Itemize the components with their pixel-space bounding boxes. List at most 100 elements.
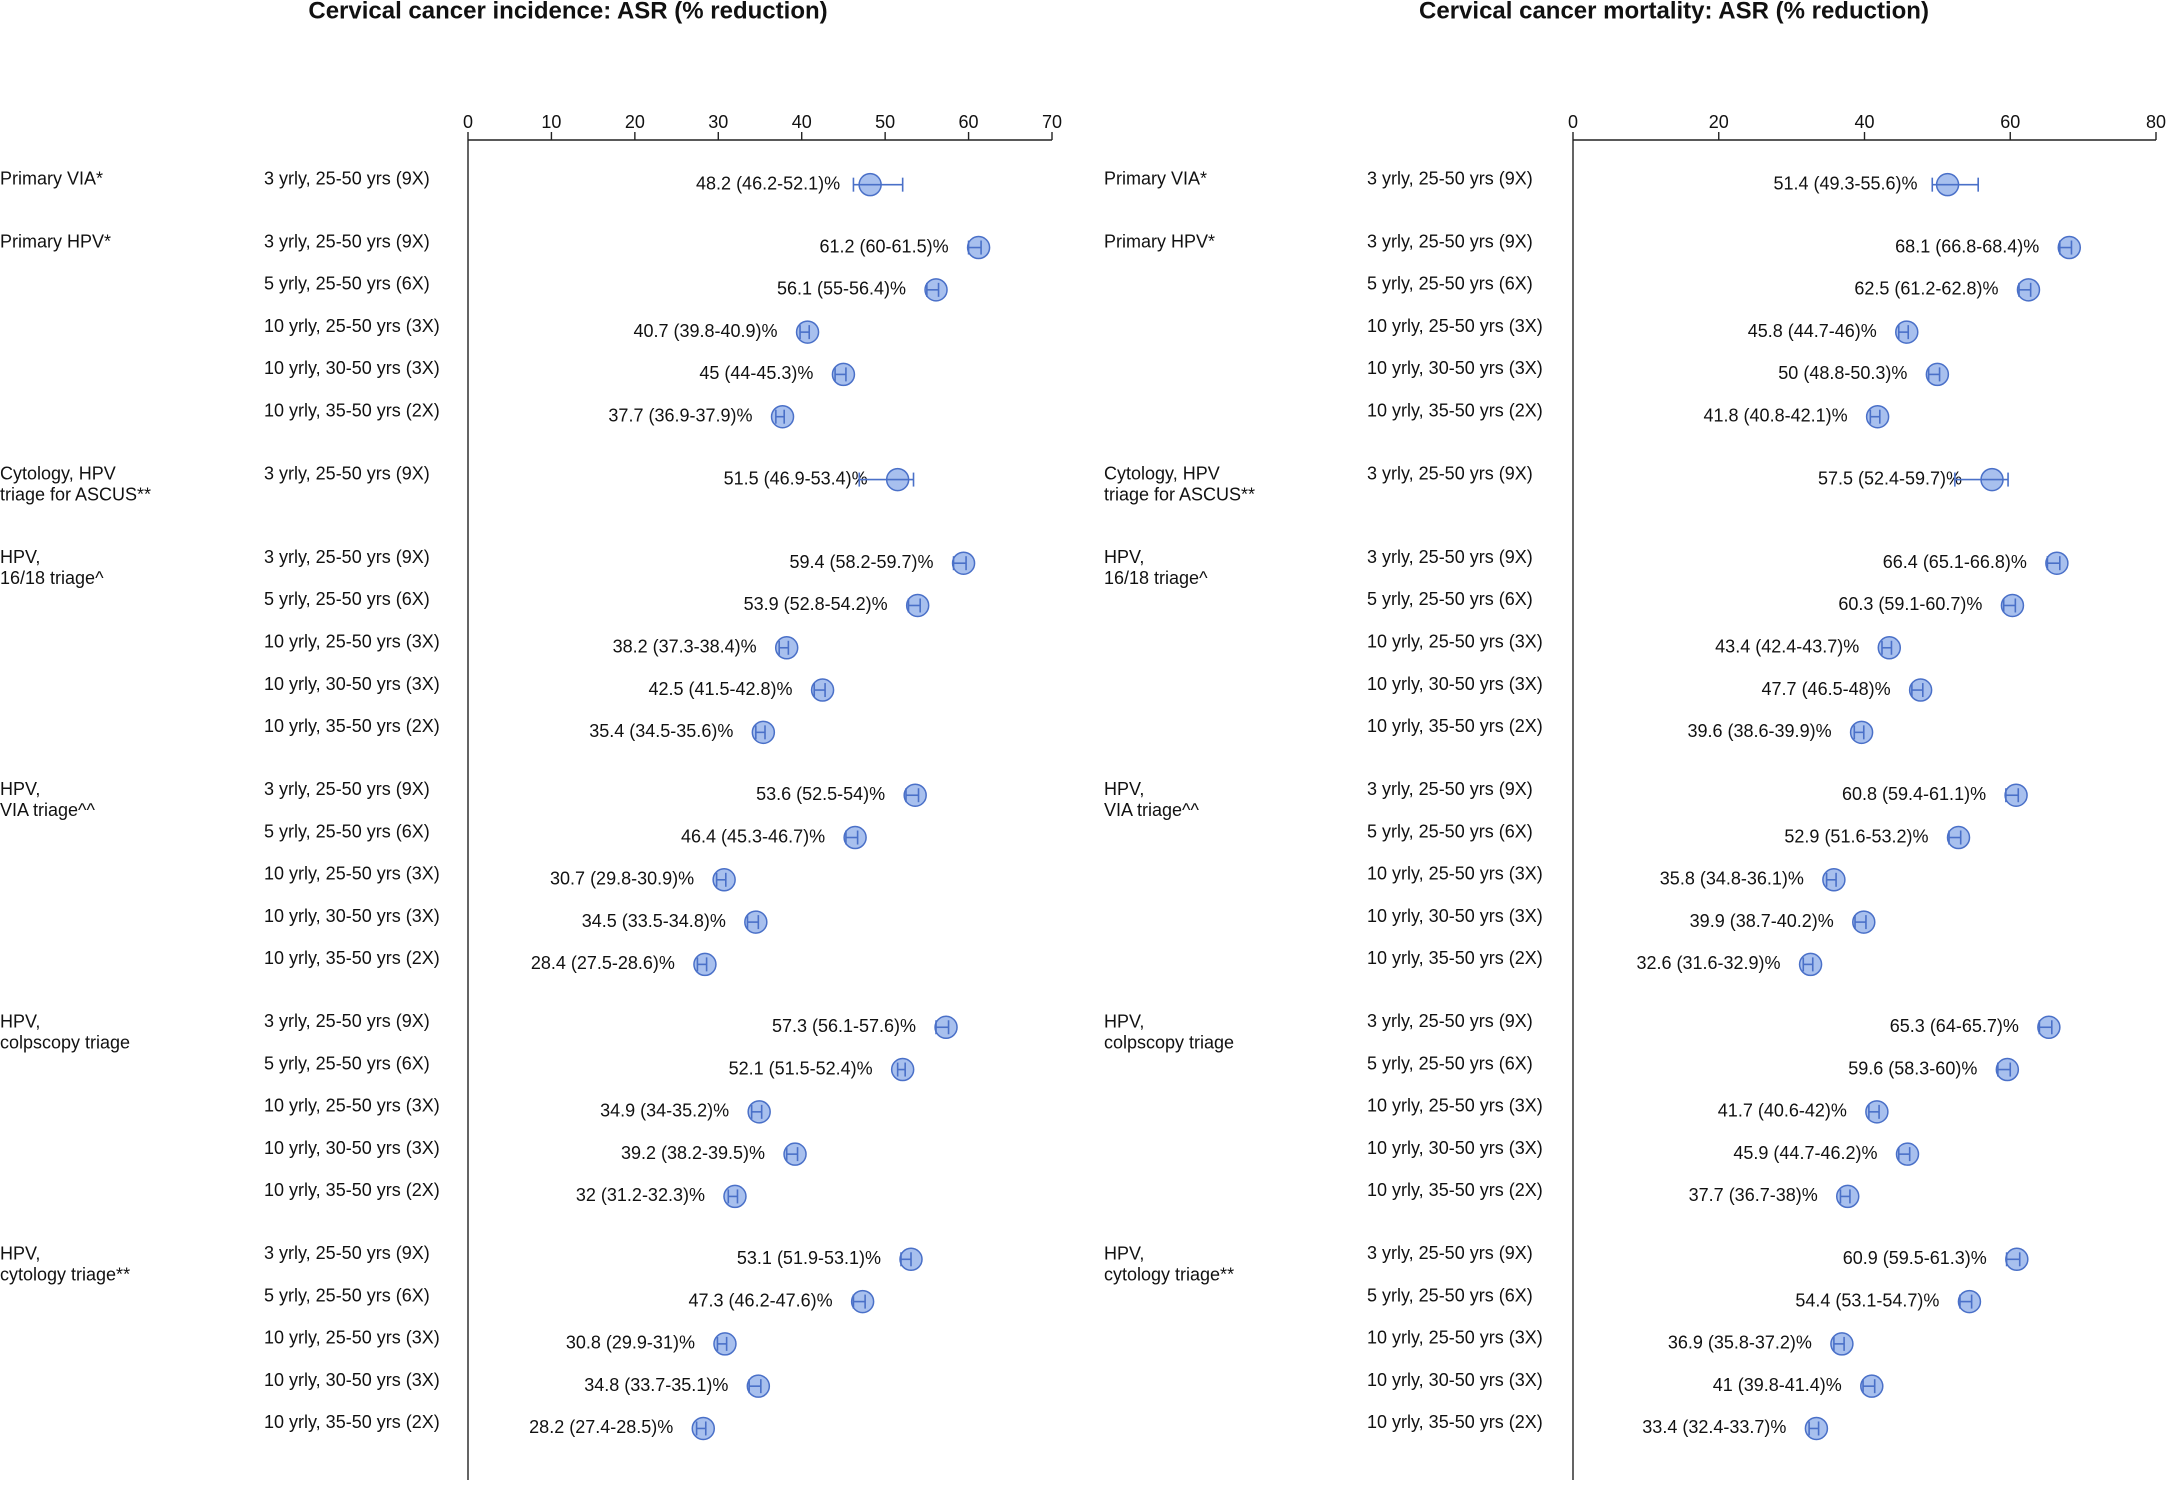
row-label: 10 yrly, 25-50 yrs (3X) — [264, 864, 440, 884]
group-label: Primary HPV* — [0, 231, 111, 251]
row-label: 10 yrly, 25-50 yrs (3X) — [264, 1096, 440, 1116]
value-label: 36.9 (35.8-37.2)% — [1668, 1333, 1812, 1353]
row-label: 3 yrly, 25-50 yrs (9X) — [1367, 547, 1533, 567]
group-label: HPV, VIA triage^^ — [0, 779, 95, 820]
group-label: HPV, cytology triage** — [1104, 1243, 1234, 1284]
group-label: Primary HPV* — [1104, 231, 1215, 251]
row-label: 10 yrly, 25-50 yrs (3X) — [264, 316, 440, 336]
value-label: 33.4 (32.4-33.7)% — [1642, 1417, 1786, 1437]
row-label: 10 yrly, 35-50 yrs (2X) — [264, 948, 440, 968]
row-label: 3 yrly, 25-50 yrs (9X) — [1367, 779, 1533, 799]
row-label: 10 yrly, 30-50 yrs (3X) — [1367, 674, 1543, 694]
value-label: 51.4 (49.3-55.6)% — [1773, 173, 1917, 193]
x-tick-label: 10 — [541, 112, 561, 132]
value-label: 45.8 (44.7-46)% — [1748, 321, 1877, 341]
row-label: 10 yrly, 30-50 yrs (3X) — [264, 1370, 440, 1390]
text-line: HPV, — [1104, 547, 1144, 567]
x-tick-label: 60 — [2000, 112, 2020, 132]
x-tick-label: 80 — [2146, 112, 2166, 132]
row-label: 3 yrly, 25-50 yrs (9X) — [264, 231, 430, 251]
row-label: 10 yrly, 30-50 yrs (3X) — [1367, 1370, 1543, 1390]
value-label: 53.6 (52.5-54)% — [756, 784, 885, 804]
text-line: HPV, — [1104, 779, 1144, 799]
row-label: 3 yrly, 25-50 yrs (9X) — [1367, 463, 1533, 483]
value-label: 53.9 (52.8-54.2)% — [744, 594, 888, 614]
value-label: 35.4 (34.5-35.6)% — [589, 721, 733, 741]
value-label: 30.8 (29.9-31)% — [566, 1333, 695, 1353]
x-tick-label: 40 — [792, 112, 812, 132]
row-label: 3 yrly, 25-50 yrs (9X) — [264, 1011, 430, 1031]
row-label: 10 yrly, 30-50 yrs (3X) — [264, 358, 440, 378]
row-label: 10 yrly, 35-50 yrs (2X) — [264, 716, 440, 736]
text-line: cytology triage** — [1104, 1264, 1234, 1284]
value-label: 62.5 (61.2-62.8)% — [1854, 279, 1998, 299]
group-label: Cytology, HPV triage for ASCUS** — [0, 463, 151, 504]
row-label: 10 yrly, 30-50 yrs (3X) — [264, 906, 440, 926]
row-label: 10 yrly, 30-50 yrs (3X) — [264, 1138, 440, 1158]
value-label: 45 (44-45.3)% — [699, 363, 813, 383]
row-label: 3 yrly, 25-50 yrs (9X) — [264, 547, 430, 567]
value-label: 40.7 (39.8-40.9)% — [633, 321, 777, 341]
group-label: HPV, colpscopy triage — [0, 1011, 130, 1052]
row-label: 10 yrly, 35-50 yrs (2X) — [1367, 1412, 1543, 1432]
value-label: 47.7 (46.5-48)% — [1762, 679, 1891, 699]
chart-title: Cervical cancer incidence: ASR (% reduct… — [308, 0, 827, 24]
value-label: 60.9 (59.5-61.3)% — [1843, 1248, 1987, 1268]
row-label: 10 yrly, 25-50 yrs (3X) — [1367, 1328, 1543, 1348]
group-label: HPV, 16/18 triage^ — [0, 547, 104, 588]
row-label: 10 yrly, 25-50 yrs (3X) — [1367, 1096, 1543, 1116]
row-label: 5 yrly, 25-50 yrs (6X) — [1367, 821, 1533, 841]
x-tick-label: 50 — [875, 112, 895, 132]
row-label: 10 yrly, 25-50 yrs (3X) — [1367, 632, 1543, 652]
value-label: 59.6 (58.3-60)% — [1848, 1058, 1977, 1078]
row-label: 10 yrly, 30-50 yrs (3X) — [264, 674, 440, 694]
value-label: 59.4 (58.2-59.7)% — [789, 552, 933, 572]
row-label: 5 yrly, 25-50 yrs (6X) — [264, 274, 430, 294]
value-label: 47.3 (46.2-47.6)% — [689, 1290, 833, 1310]
value-label: 68.1 (66.8-68.4)% — [1895, 236, 2039, 256]
text-line: Cytology, HPV — [0, 463, 116, 483]
row-label: 10 yrly, 35-50 yrs (2X) — [1367, 1180, 1543, 1200]
group-label: Cytology, HPV triage for ASCUS** — [1104, 463, 1255, 504]
row-label: 10 yrly, 35-50 yrs (2X) — [264, 1412, 440, 1432]
value-label: 61.2 (60-61.5)% — [820, 236, 949, 256]
value-label: 48.2 (46.2-52.1)% — [696, 173, 840, 193]
row-label: 3 yrly, 25-50 yrs (9X) — [1367, 168, 1533, 188]
group-label: Primary VIA* — [0, 168, 103, 188]
value-label: 41 (39.8-41.4)% — [1713, 1375, 1842, 1395]
text-line: colpscopy triage — [0, 1032, 130, 1052]
value-label: 37.7 (36.7-38)% — [1689, 1185, 1818, 1205]
value-label: 52.9 (51.6-53.2)% — [1784, 826, 1928, 846]
row-label: 5 yrly, 25-50 yrs (6X) — [264, 1053, 430, 1073]
row-label: 3 yrly, 25-50 yrs (9X) — [264, 779, 430, 799]
value-label: 42.5 (41.5-42.8)% — [648, 679, 792, 699]
value-label: 38.2 (37.3-38.4)% — [613, 637, 757, 657]
row-label: 5 yrly, 25-50 yrs (6X) — [1367, 274, 1533, 294]
text-line: Cytology, HPV — [1104, 463, 1220, 483]
row-label: 10 yrly, 35-50 yrs (2X) — [1367, 400, 1543, 420]
group-label: HPV, colpscopy triage — [1104, 1011, 1234, 1052]
row-label: 5 yrly, 25-50 yrs (6X) — [1367, 1285, 1533, 1305]
row-label: 10 yrly, 30-50 yrs (3X) — [1367, 906, 1543, 926]
group-label: HPV, 16/18 triage^ — [1104, 547, 1208, 588]
x-tick-label: 20 — [1709, 112, 1729, 132]
x-tick-label: 70 — [1042, 112, 1062, 132]
value-label: 60.3 (59.1-60.7)% — [1838, 594, 1982, 614]
row-label: 10 yrly, 25-50 yrs (3X) — [264, 1328, 440, 1348]
group-label: Primary VIA* — [1104, 168, 1207, 188]
text-line: triage for ASCUS** — [0, 484, 151, 504]
x-tick-label: 40 — [1854, 112, 1874, 132]
row-label: 3 yrly, 25-50 yrs (9X) — [264, 463, 430, 483]
value-label: 65.3 (64-65.7)% — [1890, 1016, 2019, 1036]
text-line: triage for ASCUS** — [1104, 484, 1255, 504]
group-label: HPV, cytology triage** — [0, 1243, 130, 1284]
row-label: 3 yrly, 25-50 yrs (9X) — [264, 168, 430, 188]
row-label: 10 yrly, 25-50 yrs (3X) — [1367, 864, 1543, 884]
row-label: 10 yrly, 35-50 yrs (2X) — [1367, 948, 1543, 968]
text-line: VIA triage^^ — [0, 800, 95, 820]
text-line: VIA triage^^ — [1104, 800, 1199, 820]
value-label: 39.6 (38.6-39.9)% — [1687, 721, 1831, 741]
value-label: 50 (48.8-50.3)% — [1778, 363, 1907, 383]
value-label: 32.6 (31.6-32.9)% — [1636, 953, 1780, 973]
text-line: HPV, — [1104, 1011, 1144, 1031]
